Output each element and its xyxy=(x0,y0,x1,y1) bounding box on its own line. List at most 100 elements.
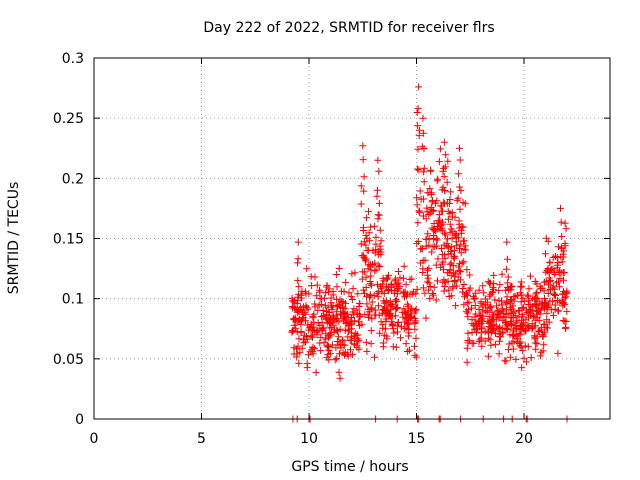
data-point xyxy=(555,278,562,286)
data-point xyxy=(439,183,447,191)
data-point xyxy=(290,298,298,306)
data-point xyxy=(302,338,309,346)
data-point xyxy=(517,282,525,290)
data-point xyxy=(307,332,315,340)
data-point xyxy=(336,374,344,382)
data-point xyxy=(430,220,438,227)
data-point xyxy=(392,296,400,304)
data-point xyxy=(380,289,388,297)
data-point xyxy=(448,234,456,242)
data-point xyxy=(518,283,526,291)
data-point xyxy=(355,337,363,345)
data-point xyxy=(496,328,504,336)
data-point xyxy=(389,320,397,328)
data-point xyxy=(426,185,434,193)
data-point xyxy=(408,305,416,312)
data-point xyxy=(318,313,326,320)
y-tick-label: 0.05 xyxy=(53,352,84,368)
data-point xyxy=(363,214,371,222)
data-point xyxy=(502,265,510,273)
data-point xyxy=(389,343,397,351)
data-point xyxy=(462,246,470,254)
data-point xyxy=(385,271,392,279)
data-point xyxy=(562,324,569,332)
data-point xyxy=(371,353,378,361)
data-point xyxy=(392,275,399,283)
data-point xyxy=(428,248,436,256)
data-point xyxy=(462,290,470,298)
data-point xyxy=(426,294,434,302)
data-point xyxy=(495,350,503,358)
data-point xyxy=(438,260,446,268)
data-point xyxy=(547,306,555,314)
data-point xyxy=(456,183,464,191)
data-point xyxy=(456,205,464,213)
data-point xyxy=(331,356,339,364)
data-point xyxy=(517,298,525,306)
data-point xyxy=(326,350,334,358)
data-point xyxy=(405,314,413,322)
data-point xyxy=(387,281,395,289)
data-point xyxy=(517,343,525,351)
data-point xyxy=(432,296,440,304)
data-point xyxy=(506,297,514,305)
data-point xyxy=(479,282,487,290)
data-point xyxy=(329,311,337,319)
data-point xyxy=(411,342,418,350)
data-point xyxy=(515,313,523,321)
data-point xyxy=(436,145,444,153)
data-point xyxy=(460,237,468,245)
data-point xyxy=(345,325,353,333)
data-point xyxy=(328,324,336,331)
data-point xyxy=(516,331,524,339)
data-point xyxy=(294,259,302,267)
data-point xyxy=(529,312,537,320)
data-point xyxy=(441,231,449,239)
data-point xyxy=(544,304,552,312)
data-point xyxy=(509,309,517,317)
data-point xyxy=(488,288,496,296)
data-point xyxy=(442,151,450,159)
data-point xyxy=(560,276,567,284)
data-point xyxy=(358,275,366,283)
data-point xyxy=(534,307,542,315)
data-point xyxy=(413,109,421,116)
data-point xyxy=(366,237,374,245)
data-point xyxy=(380,305,388,313)
data-point xyxy=(344,350,352,358)
data-point xyxy=(353,309,361,317)
data-point xyxy=(330,328,338,336)
data-point xyxy=(452,302,460,310)
data-point xyxy=(477,329,485,337)
data-point xyxy=(367,340,375,348)
data-point xyxy=(326,320,334,327)
data-point xyxy=(368,315,376,323)
data-point xyxy=(463,266,471,274)
data-point xyxy=(408,290,416,298)
data-point xyxy=(378,309,386,317)
data-point xyxy=(540,341,548,349)
data-point xyxy=(487,303,495,311)
data-points xyxy=(288,83,571,423)
data-point xyxy=(365,229,373,237)
data-point xyxy=(342,299,349,307)
data-point xyxy=(481,337,489,345)
data-point xyxy=(476,336,484,344)
data-point xyxy=(434,277,441,285)
data-point xyxy=(394,285,402,293)
data-point xyxy=(393,297,401,305)
data-point xyxy=(439,167,447,175)
data-point xyxy=(446,229,454,237)
data-point xyxy=(516,342,524,350)
data-point xyxy=(556,274,564,282)
data-point xyxy=(441,254,449,262)
data-point xyxy=(374,293,382,301)
data-point xyxy=(446,196,454,203)
data-point xyxy=(460,258,468,266)
data-point xyxy=(357,200,365,208)
data-point xyxy=(291,305,299,313)
data-point xyxy=(472,310,480,318)
data-point xyxy=(303,364,311,372)
data-point xyxy=(323,281,331,289)
